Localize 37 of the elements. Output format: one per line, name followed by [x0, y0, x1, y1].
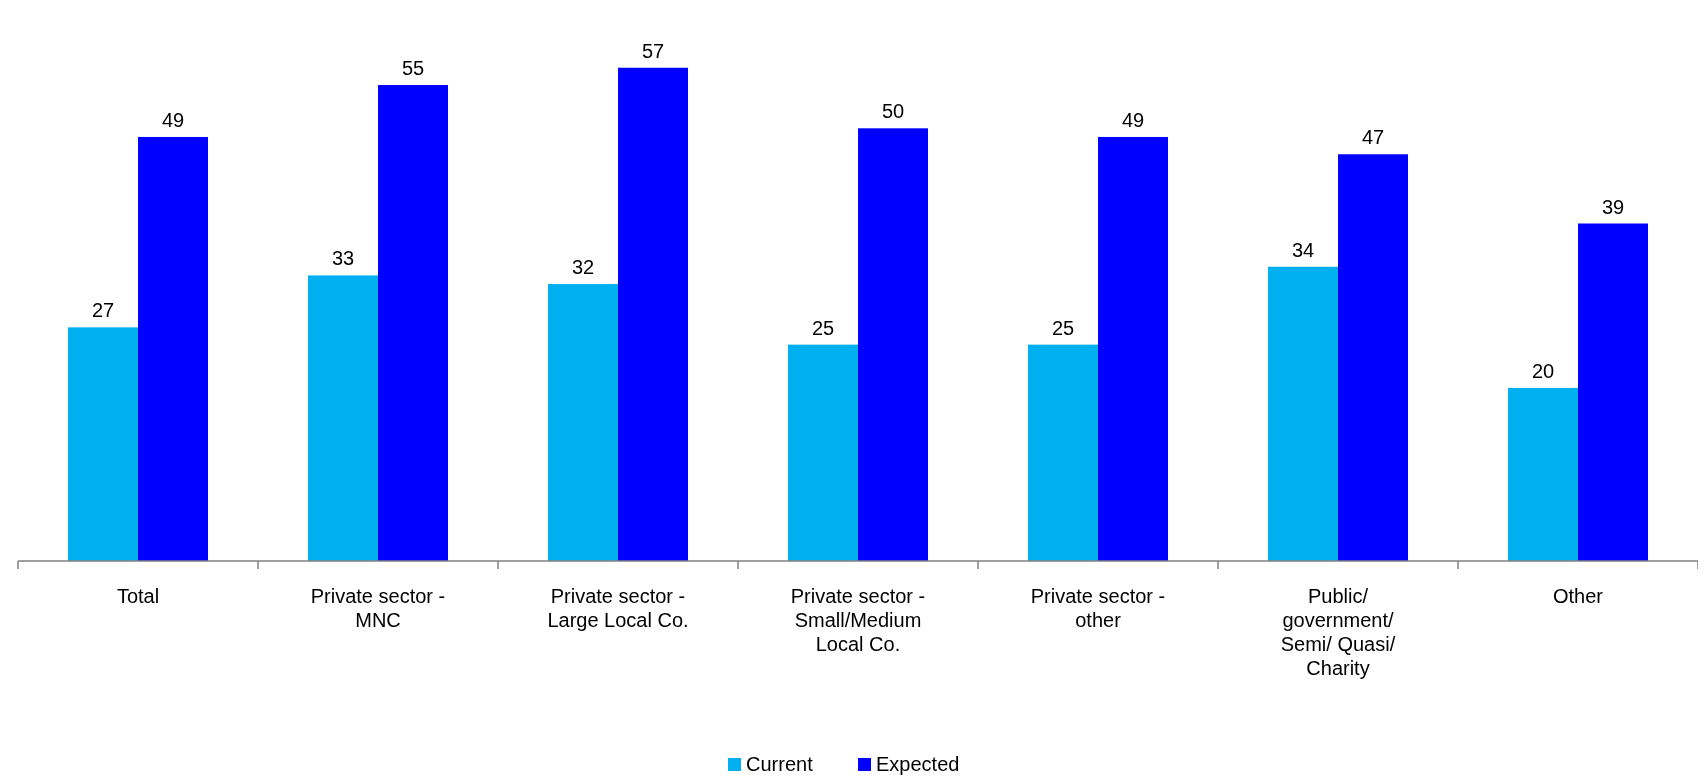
bar [788, 344, 858, 561]
bar [1268, 266, 1338, 561]
bar [1028, 344, 1098, 561]
data-label: 25 [1051, 316, 1075, 339]
x-tick-label: Total [116, 585, 160, 607]
x-tick-label: Private sector - Large Local Co. [547, 585, 689, 631]
data-label: 49 [161, 108, 185, 131]
x-tick-label: Private sector - Small/Medium Local Co. [790, 585, 926, 655]
x-tick-label: Other [1552, 585, 1604, 607]
bar [1508, 387, 1578, 561]
bar [618, 67, 688, 561]
data-label: 33 [331, 247, 355, 270]
data-label: 39 [1601, 195, 1625, 218]
x-tick-label: Private sector - other [1030, 585, 1166, 631]
x-tick-label: Private sector - MNC [310, 585, 446, 631]
bar [138, 136, 208, 561]
bar [1098, 136, 1168, 561]
bar [378, 85, 448, 561]
bar [308, 275, 378, 561]
bar [68, 327, 138, 561]
data-label: 49 [1121, 108, 1145, 131]
x-tick-label: Public/ government/ Semi/ Quasi/ Charity [1280, 585, 1396, 679]
bar [858, 128, 928, 561]
legend-label: Expected [876, 753, 960, 775]
data-label: 34 [1291, 238, 1315, 261]
bar [548, 284, 618, 561]
data-label: 20 [1531, 359, 1555, 382]
legend-label: Current [746, 753, 814, 775]
bar [1338, 154, 1408, 561]
data-label: 57 [641, 39, 665, 62]
data-label: 25 [811, 316, 835, 339]
data-label: 47 [1361, 126, 1385, 149]
data-label: 27 [91, 299, 115, 322]
bar [1578, 223, 1648, 561]
data-label: 32 [571, 256, 595, 279]
data-label: 50 [881, 100, 905, 123]
data-label: 55 [401, 57, 425, 80]
